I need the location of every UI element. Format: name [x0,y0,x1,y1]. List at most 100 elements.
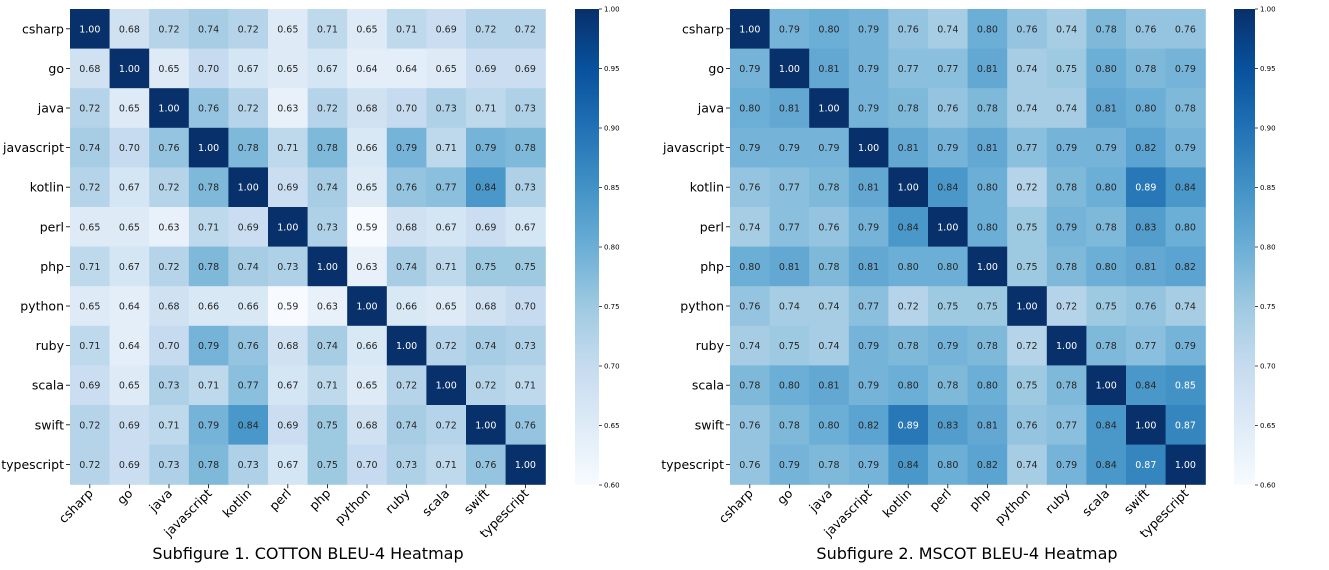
heatmap-cell [386,167,427,208]
x-tick-label: java [805,486,835,516]
cell-value-label: 0.73 [158,381,179,392]
cell-value-label: 0.68 [79,64,100,75]
heatmap-cell [307,207,348,248]
cell-value-label: 0.78 [898,104,919,115]
cell-value-label: 0.81 [779,104,800,115]
heatmap-cell [466,48,507,89]
cell-value-label: 0.75 [1056,64,1077,75]
cell-value-label: 0.69 [436,24,457,35]
cell-value-label: 0.77 [858,302,879,313]
cell-value-label: 0.76 [898,24,919,35]
heatmap-cell [769,405,810,446]
cell-value-label: 0.80 [1096,262,1117,273]
heatmap-cell [928,365,969,406]
x-tick-label: scala [419,486,452,519]
heatmap-cell [268,207,309,248]
heatmap-cell [1046,405,1087,446]
heatmap-cell [347,286,388,327]
cell-value-label: 0.74 [475,341,496,352]
cell-value-label: 0.74 [1016,104,1037,115]
y-tick-label: perl [40,219,64,234]
heatmap-cell [1007,48,1048,89]
cell-value-label: 0.79 [858,341,879,352]
cell-value-label: 0.74 [1016,460,1037,471]
cell-value-label: 0.64 [119,341,140,352]
heatmap-cell [70,167,111,208]
cell-value-label: 0.78 [198,460,219,471]
heatmap-cell [1165,405,1206,446]
heatmap-cell [347,9,388,50]
heatmap-cell [1007,9,1048,50]
heatmap-cell [466,286,507,327]
heatmap-cell [769,88,810,129]
heatmap-cell [109,365,150,406]
cell-value-label: 0.75 [1016,222,1037,233]
cell-value-label: 0.74 [818,302,839,313]
cell-value-label: 0.72 [1056,302,1077,313]
cell-value-label: 0.81 [1135,262,1156,273]
cell-value-label: 0.78 [1175,104,1196,115]
cell-value-label: 0.79 [1056,460,1077,471]
heatmap-cell [70,88,111,129]
heatmap-cell [848,325,889,366]
heatmap-cell [466,9,507,50]
heatmap-cell [730,207,771,248]
heatmap-cell [888,246,929,287]
cell-value-label: 0.80 [1135,104,1156,115]
cell-value-label: 0.72 [238,24,259,35]
heatmap-cell [730,444,771,485]
cell-value-label: 0.83 [1135,222,1156,233]
cell-value-label: 0.82 [1135,143,1156,154]
heatmap-cell [149,444,190,485]
heatmap-cell [888,207,929,248]
heatmap-cell [505,48,546,89]
cell-value-label: 0.67 [119,262,140,273]
heatmap-cell [730,88,771,129]
cell-value-label: 0.71 [277,143,298,154]
cell-value-label: 1.00 [436,381,457,392]
heatmap-cell [1046,325,1087,366]
heatmap-cell [228,9,269,50]
cell-value-label: 1.00 [119,64,140,75]
cell-value-label: 0.74 [1056,24,1077,35]
cell-value-label: 0.84 [1135,381,1156,392]
heatmap-cell [109,444,150,485]
heatmap-cell [347,246,388,287]
cell-value-label: 1.00 [238,183,259,194]
cell-value-label: 0.72 [158,183,179,194]
cell-value-label: 0.73 [158,460,179,471]
cell-value-label: 0.76 [818,222,839,233]
heatmap-cell [888,9,929,50]
cell-value-label: 0.59 [356,222,377,233]
cell-value-label: 0.74 [317,183,338,194]
heatmap-cell [1126,127,1167,168]
heatmap-cell [426,48,467,89]
heatmap-cell [188,405,229,446]
cell-value-label: 1.00 [779,64,800,75]
heatmap-cell [730,325,771,366]
subfigure-1-title: Subfigure 1. COTTON BLEU-4 Heatmap [152,544,463,563]
x-tick-label: csharp [716,486,756,526]
heatmap-cell [1046,365,1087,406]
heatmap-cell [730,9,771,50]
heatmap-cell [1086,365,1127,406]
heatmap-cell [228,325,269,366]
heatmap-cell [888,88,929,129]
cell-value-label: 0.68 [158,302,179,313]
heatmap-cell [188,444,229,485]
heatmap-cell [1007,88,1048,129]
cell-value-label: 0.77 [779,183,800,194]
heatmap-cell [769,246,810,287]
heatmap-cell [1126,88,1167,129]
cell-value-label: 0.78 [739,381,760,392]
x-tick-label: go [774,486,796,508]
cell-value-label: 0.78 [977,341,998,352]
cell-value-label: 0.69 [119,460,140,471]
cell-value-label: 0.79 [739,143,760,154]
heatmap-cell [228,88,269,129]
cell-value-label: 0.72 [436,341,457,352]
heatmap-cell [307,48,348,89]
cell-value-label: 0.76 [739,460,760,471]
cell-value-label: 0.72 [238,104,259,115]
